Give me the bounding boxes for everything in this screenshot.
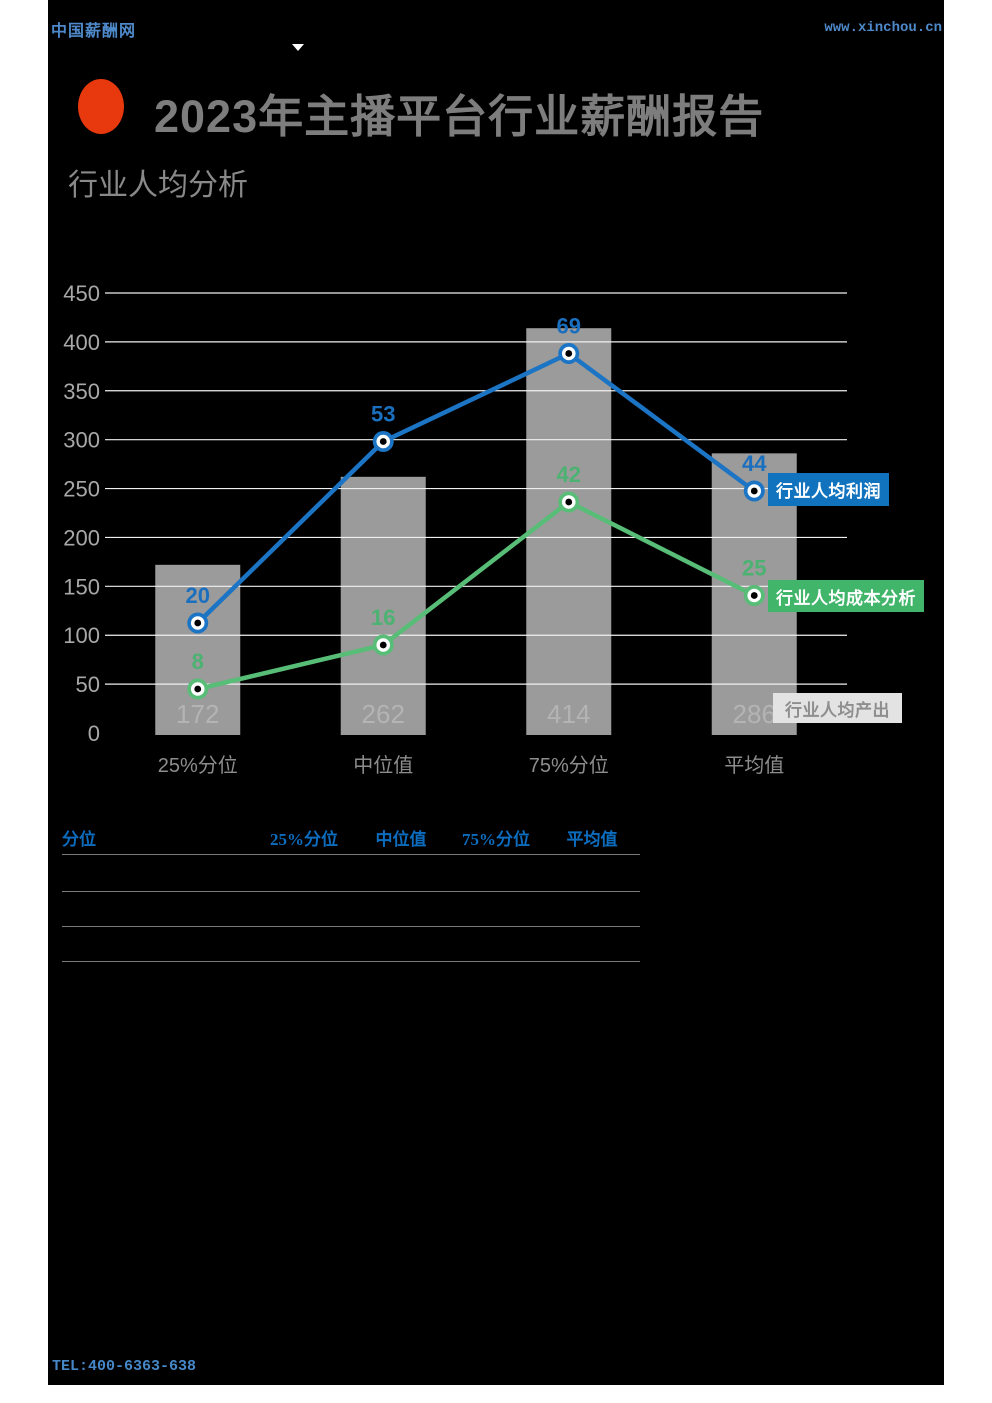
legend-output-label: 行业人均产出 <box>785 700 890 720</box>
bar-value-label: 286 <box>733 699 776 729</box>
point-value-label: 8 <box>192 649 204 674</box>
data-point-core <box>750 592 758 599</box>
point-value-label: 44 <box>742 451 767 476</box>
bar <box>526 328 612 735</box>
section-title: 行业人均分析 <box>68 169 248 202</box>
x-category-label: 25%分位 <box>158 754 238 777</box>
legend-cost-label: 行业人均成本分析 <box>776 588 916 608</box>
data-point-core <box>565 498 573 506</box>
point-value-label: 16 <box>371 605 395 630</box>
table-header-mean: 平均值 <box>566 830 618 849</box>
data-point-core <box>565 350 573 357</box>
x-category-label: 中位值 <box>353 754 413 777</box>
legend-cost: 行业人均成本分析 <box>768 580 924 612</box>
x-category-label: 平均值 <box>724 754 784 777</box>
table-row <box>62 927 640 962</box>
legend-profit-label: 行业人均利润 <box>776 482 881 501</box>
report-canvas: 中国薪酬网 www.xinchou.cn 2023年主播平台行业薪酬报告 行业人… <box>48 0 944 1385</box>
y-tick-label: 50 <box>76 672 100 697</box>
table-divider <box>62 854 640 855</box>
table-row <box>62 892 640 927</box>
y-tick-label: 250 <box>63 477 100 502</box>
data-line <box>197 499 756 692</box>
dropdown-arrow-icon[interactable] <box>292 44 304 51</box>
bar-value-label: 172 <box>176 699 219 729</box>
legend-output: 行业人均产出 <box>773 693 902 723</box>
y-tick-label: 0 <box>88 721 100 746</box>
site-url: www.xinchou.cn <box>824 20 942 36</box>
point-value-label: 42 <box>557 462 581 487</box>
data-line <box>196 351 756 625</box>
table-header-median: 中位值 <box>375 830 427 849</box>
footer-tel: TEL:400-6363-638 <box>52 1358 197 1375</box>
y-tick-label: 400 <box>63 330 100 355</box>
y-tick-label: 350 <box>63 379 100 404</box>
table-divider <box>62 961 640 962</box>
point-value-label: 25 <box>742 556 766 581</box>
y-tick-label: 300 <box>63 428 100 453</box>
y-tick-label: 100 <box>63 623 100 648</box>
point-value-label: 20 <box>186 583 210 608</box>
table-divider <box>62 891 640 892</box>
table-header-p75: 75%分位 <box>462 830 530 849</box>
data-point-core <box>194 685 202 693</box>
y-tick-label: 150 <box>63 574 100 599</box>
percentile-table: 分位 25%分位 中位值 75%分位 平均值 <box>62 824 640 966</box>
table-divider <box>62 926 640 927</box>
y-tick-label: 200 <box>63 525 100 550</box>
report-title: 2023年主播平台行业薪酬报告 <box>154 91 765 142</box>
data-point-core <box>194 619 202 627</box>
y-tick-label: 450 <box>63 281 100 306</box>
point-value-label: 69 <box>557 314 581 339</box>
legend-profit: 行业人均利润 <box>768 473 889 506</box>
bar-value-label: 262 <box>362 699 405 729</box>
data-point-core <box>750 487 758 495</box>
x-category-label: 75%分位 <box>529 754 609 777</box>
red-bullet-icon <box>78 79 124 134</box>
site-name: 中国薪酬网 <box>51 23 137 40</box>
bar-value-label: 414 <box>547 699 590 729</box>
table-row <box>62 855 640 890</box>
point-value-label: 53 <box>371 402 395 427</box>
table-header-p25: 25%分位 <box>270 830 338 849</box>
table-header-fenwei: 分位 <box>62 830 96 849</box>
data-point-core <box>379 641 387 649</box>
bar <box>340 476 426 735</box>
data-point-core <box>379 438 387 445</box>
